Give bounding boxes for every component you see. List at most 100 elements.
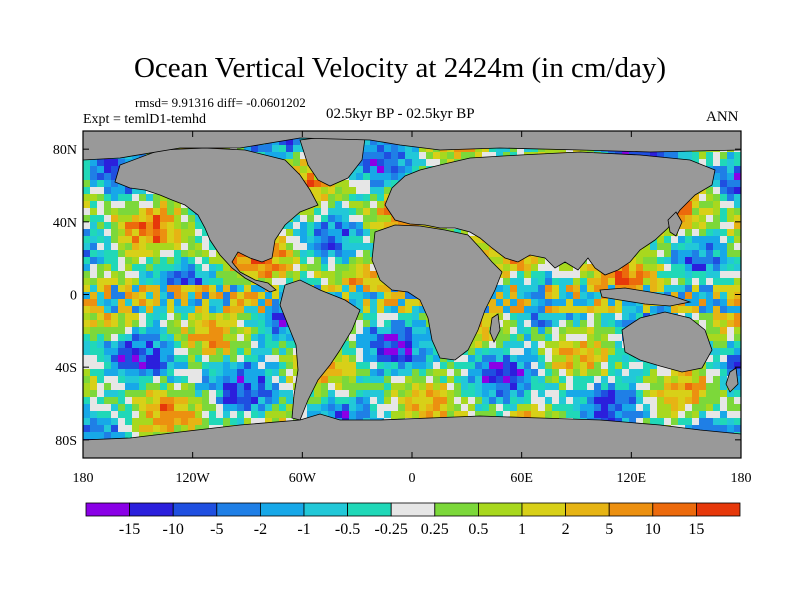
colorbar (85, 502, 741, 517)
field-cell (146, 236, 154, 244)
field-cell (580, 271, 588, 279)
field-cell (356, 355, 364, 363)
field-cell (734, 243, 741, 251)
field-cell (615, 320, 623, 328)
field-cell (111, 166, 119, 174)
field-cell (104, 376, 112, 384)
field-cell (356, 194, 364, 202)
field-cell (524, 397, 532, 405)
field-cell (104, 264, 112, 272)
field-cell (279, 397, 287, 405)
field-cell (90, 194, 98, 202)
field-cell (265, 383, 273, 391)
field-cell (153, 355, 161, 363)
field-cell (97, 285, 105, 293)
field-cell (286, 145, 294, 153)
field-cell (174, 348, 182, 356)
field-cell (601, 390, 609, 398)
field-cell (90, 348, 98, 356)
field-cell (503, 278, 511, 286)
field-cell (111, 397, 119, 405)
field-cell (209, 278, 217, 286)
field-cell (608, 355, 616, 363)
field-cell (524, 327, 532, 335)
field-cell (258, 369, 266, 377)
field-cell (111, 334, 119, 342)
field-cell (97, 208, 105, 216)
field-cell (209, 285, 217, 293)
field-cell (531, 376, 539, 384)
field-cell (90, 369, 98, 377)
field-cell (293, 257, 301, 265)
field-cell (664, 152, 672, 160)
field-cell (706, 264, 714, 272)
field-cell (300, 411, 308, 419)
field-cell (524, 285, 532, 293)
field-cell (146, 390, 154, 398)
field-cell (734, 159, 741, 167)
field-cell (195, 236, 203, 244)
field-cell (181, 390, 189, 398)
field-cell (139, 313, 147, 321)
field-cell (412, 145, 420, 153)
field-cell (580, 327, 588, 335)
field-cell (251, 271, 259, 279)
colorbar-label: 0.5 (468, 521, 488, 538)
field-cell (202, 250, 210, 258)
field-cell (692, 257, 700, 265)
field-cell (370, 285, 378, 293)
field-cell (412, 306, 420, 314)
field-cell (356, 222, 364, 230)
field-cell (531, 397, 539, 405)
field-cell (734, 152, 741, 160)
field-cell (664, 383, 672, 391)
field-cell (321, 187, 329, 195)
field-cell (559, 397, 567, 405)
field-cell (720, 306, 728, 314)
field-cell (489, 376, 497, 384)
field-cell (132, 292, 140, 300)
field-cell (685, 418, 693, 426)
field-cell (727, 271, 735, 279)
field-cell (573, 313, 581, 321)
field-cell (195, 243, 203, 251)
field-cell (181, 222, 189, 230)
field-cell (706, 278, 714, 286)
colorbar-box (390, 502, 436, 517)
field-cell (622, 320, 630, 328)
field-cell (545, 411, 553, 419)
field-cell (237, 397, 245, 405)
field-cell (139, 320, 147, 328)
field-cell (104, 229, 112, 237)
field-cell (286, 236, 294, 244)
field-cell (188, 348, 196, 356)
field-cell (692, 194, 700, 202)
field-cell (90, 257, 98, 265)
field-cell (349, 278, 357, 286)
field-cell (104, 173, 112, 181)
field-cell (426, 327, 434, 335)
field-cell (104, 418, 112, 426)
experiment-label: Expt = temlD1-temhd (83, 112, 206, 127)
field-cell (223, 264, 231, 272)
field-cell (482, 369, 490, 377)
field-cell (559, 299, 567, 307)
field-cell (83, 397, 91, 405)
field-cell (244, 390, 252, 398)
field-cell (706, 306, 714, 314)
field-cell (132, 257, 140, 265)
field-cell (286, 341, 294, 349)
field-cell (685, 229, 693, 237)
field-cell (97, 320, 105, 328)
field-cell (153, 313, 161, 321)
field-cell (706, 362, 714, 370)
field-cell (83, 201, 91, 209)
field-cell (384, 355, 392, 363)
field-cell (174, 257, 182, 265)
field-cell (104, 292, 112, 300)
field-cell (83, 334, 91, 342)
field-cell (706, 355, 714, 363)
field-cell (307, 250, 315, 258)
field-cell (272, 292, 280, 300)
field-cell (377, 152, 385, 160)
